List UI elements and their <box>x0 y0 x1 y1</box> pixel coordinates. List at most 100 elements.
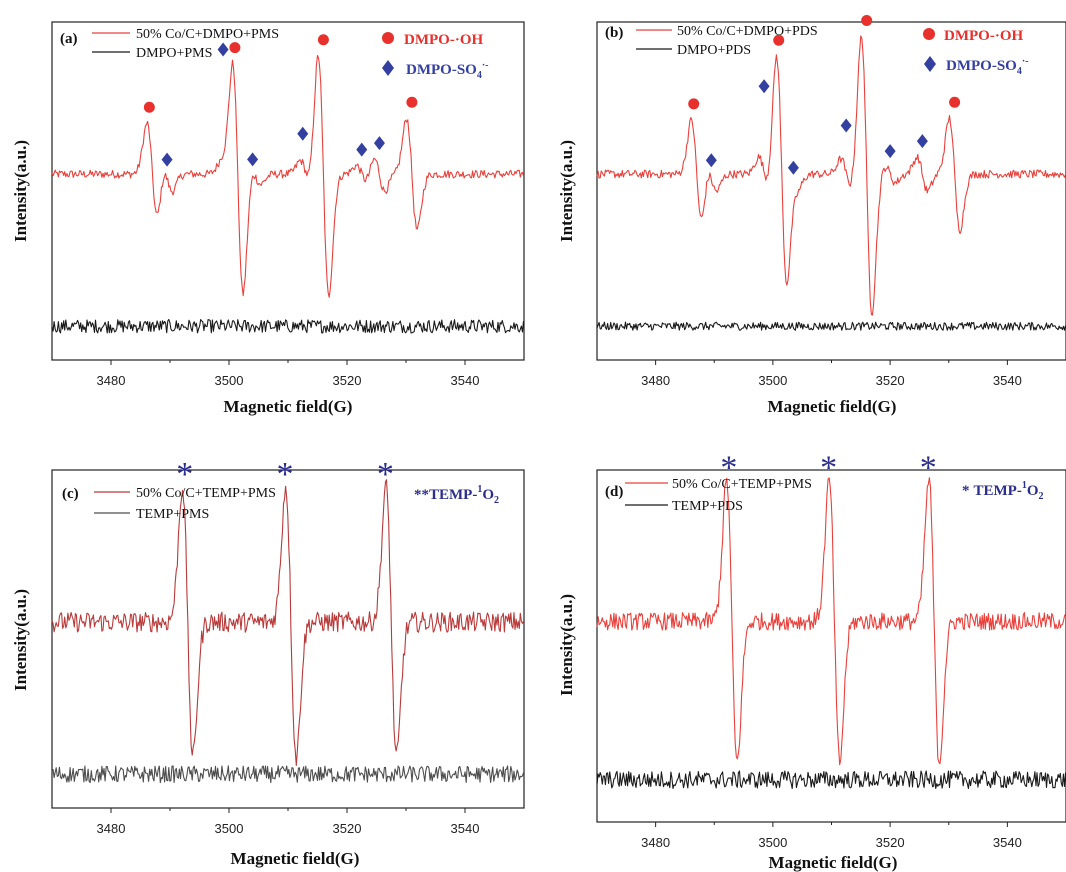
panel-c-traces <box>51 479 525 784</box>
panel-a-ticks: 3480 3500 3520 3540 <box>97 360 480 388</box>
panel-a-label: (a) <box>60 31 78 47</box>
panel-b-xtick-label-1: 3500 <box>758 373 787 388</box>
panel-b-xtick-label-3: 3540 <box>993 373 1022 388</box>
panel-a-so4-marker-2 <box>247 152 259 167</box>
panel-d-series-1 <box>596 770 1066 790</box>
legend-a-oh-text: DMPO-·OH <box>404 32 483 48</box>
legend-a-so4-text: DMPO-SO4·- <box>406 60 489 81</box>
panel-d-series-0 <box>596 477 1066 766</box>
panel-b-series-0 <box>596 35 1066 316</box>
panel-c-xtick-label-2: 3520 <box>333 821 362 836</box>
panel-a-so4-marker-5 <box>373 136 385 151</box>
legend-c-temp-sup: 1 <box>477 484 482 495</box>
panel-c: * * * 3480 3500 3520 3540 (c) 50% Co/C+TEMP+P… <box>11 456 525 868</box>
panel-b-oh-marker-1 <box>773 34 785 46</box>
legend-a-so4-marker <box>382 60 394 76</box>
legend-c-asterisk: ** <box>414 487 429 503</box>
panel-d-label: (d) <box>605 484 623 500</box>
legend-d-temp-sub: 2 <box>1039 491 1044 502</box>
panel-b-xtick-label-0: 3480 <box>641 373 670 388</box>
panel-b-so4-marker-1 <box>758 79 770 94</box>
legend-b2-text: DMPO+PDS <box>677 43 751 58</box>
panel-d-ticks: 3480 3500 3520 3540 <box>641 822 1022 850</box>
panel-a-markers <box>143 34 418 167</box>
panel-b-so4-marker-4 <box>884 144 896 159</box>
panel-b-xlabel: Magnetic field(G) <box>768 397 897 416</box>
legend-c-temp-mid: O <box>482 487 494 503</box>
panel-a-oh-marker-3 <box>406 96 418 108</box>
panel-a-so4-marker-4 <box>356 142 368 157</box>
legend-a-so4-sub: 4 <box>477 70 482 81</box>
legend-b-so4-sup: ·- <box>1022 56 1029 67</box>
panel-b-markers <box>688 15 961 175</box>
panel-a-xtick-label-3: 3540 <box>451 373 480 388</box>
legend-c-temp-sub: 2 <box>494 495 499 506</box>
legend-a2-text: DMPO+PMS <box>136 46 212 61</box>
legend-a-so4-sup: ·- <box>482 60 489 71</box>
panel-b-label: (b) <box>605 25 623 41</box>
panel-c-xtick-label-1: 3500 <box>215 821 244 836</box>
legend-c2-text: TEMP+PMS <box>136 507 209 522</box>
legend-d1-text: 50% Co/C+TEMP+PMS <box>672 477 812 492</box>
panel-b-so4-marker-3 <box>840 118 852 133</box>
panel-d-asterisk-marker-2: * <box>920 449 937 486</box>
legend-d-temp-sup: 1 <box>1022 480 1027 491</box>
panel-b-oh-marker-2 <box>861 15 873 27</box>
panel-a-xtick-label-0: 3480 <box>97 373 126 388</box>
legend-c1-text: 50% Co/C+TEMP+PMS <box>136 486 276 501</box>
legend-d-asterisk: * <box>962 483 970 499</box>
panel-c-xtick-label-3: 3540 <box>451 821 480 836</box>
legend-a-so4-prefix: DMPO-SO <box>406 62 477 78</box>
panel-c-asterisk-marker-2: * <box>377 456 394 493</box>
panel-c-series-0 <box>51 479 524 766</box>
panel-a-oh-marker-2 <box>317 34 329 46</box>
panel-a-xlabel: Magnetic field(G) <box>224 397 353 416</box>
panel-c-xlabel: Magnetic field(G) <box>231 849 360 868</box>
panel-b-xtick-label-2: 3520 <box>876 373 905 388</box>
legend-b-so4-sub: 4 <box>1017 66 1022 77</box>
panel-b-traces <box>596 35 1066 331</box>
panel-b-series-1 <box>596 321 1066 331</box>
panel-d-ylabel: Intensity(a.u.) <box>557 594 576 696</box>
panel-d-asterisk-marker-1: * <box>820 449 837 486</box>
panel-c-ticks: 3480 3500 3520 3540 <box>97 808 480 836</box>
legend-b-oh-marker <box>923 28 935 40</box>
legend-d-temp-text: * TEMP-1O2 <box>962 480 1044 502</box>
legend-b-so4-marker <box>924 56 936 72</box>
panel-a: 3480 3500 3520 3540 (a) 50% Co/C+DMPO+PMS D… <box>11 21 525 416</box>
panel-b-so4-marker-5 <box>916 134 928 149</box>
panel-c-xtick-label-0: 3480 <box>97 821 126 836</box>
panel-b-oh-marker-0 <box>688 98 700 110</box>
panel-a-so4-marker-0 <box>161 152 173 167</box>
legend-b-so4-prefix: DMPO-SO <box>946 58 1017 74</box>
panel-a-xtick-label-2: 3520 <box>333 373 362 388</box>
panel-a-oh-marker-1 <box>229 42 241 54</box>
panel-d-xtick-label-0: 3480 <box>641 835 670 850</box>
legend-a1-text: 50% Co/C+DMPO+PMS <box>136 27 279 42</box>
legend-b-oh-text: DMPO-·OH <box>944 28 1023 44</box>
panel-b-so4-marker-0 <box>705 153 717 168</box>
panel-c-series-1 <box>51 765 525 784</box>
panel-d-asterisk-marker-0: * <box>720 449 737 486</box>
panel-b-ylabel: Intensity(a.u.) <box>557 140 576 242</box>
panel-b-oh-marker-3 <box>949 96 961 108</box>
legend-a-oh-marker <box>382 32 394 44</box>
panel-d-xlabel: Magnetic field(G) <box>769 853 898 872</box>
panel-d: * * * 3480 3500 3520 3540 (d) 50% Co/C+TEMP+P… <box>557 449 1066 872</box>
legend-b-so4-text: DMPO-SO4·- <box>946 56 1029 77</box>
panel-d-xtick-label-2: 3520 <box>876 835 905 850</box>
panel-c-label: (c) <box>62 486 79 502</box>
panel-c-ylabel: Intensity(a.u.) <box>11 589 30 691</box>
panel-b-ticks: 3480 3500 3520 3540 <box>641 360 1022 388</box>
legend-d-temp-mid: O <box>1027 483 1039 499</box>
panel-d-xtick-label-1: 3500 <box>758 835 787 850</box>
panel-a-oh-marker-0 <box>143 101 155 113</box>
legend-b1-text: 50% Co/C+DMPO+PDS <box>677 24 818 39</box>
panel-c-markers: * * * <box>176 456 394 493</box>
panel-b: 3480 3500 3520 3540 (b) 50% Co/C+DMPO+PDS D… <box>557 15 1066 416</box>
panel-a-so4-marker-1 <box>217 42 229 57</box>
panel-a-ylabel: Intensity(a.u.) <box>11 140 30 242</box>
panel-d-markers: * * * <box>720 449 936 486</box>
panel-c-asterisk-marker-0: * <box>176 456 193 493</box>
panel-b-so4-marker-2 <box>787 160 799 175</box>
